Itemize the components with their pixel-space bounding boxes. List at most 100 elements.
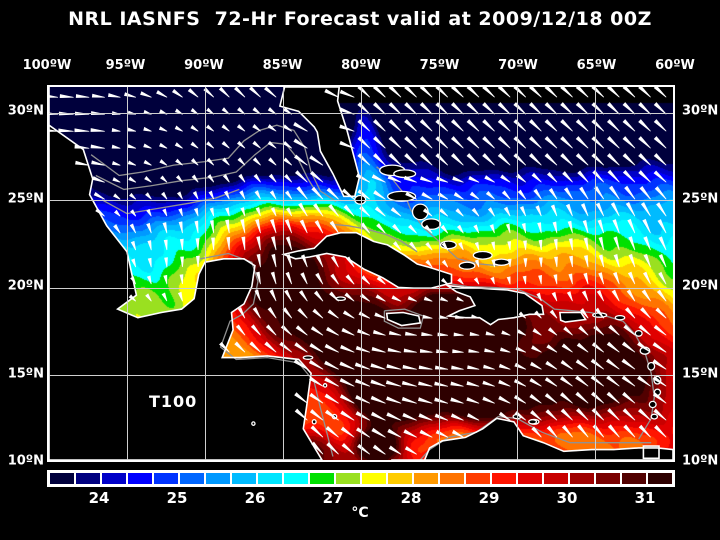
current-vector: [375, 294, 386, 302]
current-vector: [221, 124, 230, 132]
current-vector: [225, 219, 230, 234]
colorbar-swatch-7: [231, 472, 257, 485]
current-vector: [374, 312, 386, 319]
current-vector: [497, 102, 511, 115]
current-vector: [560, 87, 573, 98]
current-vector: [497, 136, 511, 149]
current-vector: [311, 441, 324, 455]
current-vector: [656, 202, 667, 217]
current-vector: [75, 94, 90, 98]
current-vector: [523, 258, 528, 268]
current-vector: [129, 223, 137, 234]
lat-label-right-30n: 30ºN: [682, 103, 719, 119]
current-vector: [545, 360, 558, 370]
island-8: [492, 258, 510, 266]
lat-label-left-30n: 30ºN: [7, 103, 44, 119]
current-vector: [568, 273, 573, 285]
current-vector: [342, 310, 355, 319]
current-vector: [538, 257, 543, 268]
colorbar[interactable]: [47, 470, 675, 487]
current-vector: [127, 144, 137, 149]
current-vector: [473, 224, 480, 234]
current-vector: [180, 256, 184, 268]
coastline-cuba: [281, 231, 453, 289]
current-vector: [655, 307, 667, 319]
current-vector: [372, 136, 386, 149]
current-vector: [440, 224, 449, 234]
current-vector: [450, 136, 464, 149]
current-vector: [513, 87, 527, 98]
current-vector: [530, 410, 542, 421]
current-vector: [241, 236, 246, 251]
current-vector: [528, 102, 542, 115]
current-vector: [357, 153, 371, 166]
coastline-puertorico: [559, 311, 587, 323]
current-vector: [561, 424, 573, 438]
current-vector: [419, 87, 433, 98]
colorbar-swatch-21: [595, 472, 621, 485]
coastline-jamaica: [385, 311, 422, 327]
current-vector: [590, 375, 605, 387]
colorbar-swatch-19: [543, 472, 569, 485]
current-vector: [326, 326, 339, 336]
current-vector: [175, 174, 183, 183]
current-vector: [143, 143, 152, 149]
current-vector: [162, 208, 168, 217]
current-vector: [613, 254, 620, 268]
current-vector: [598, 236, 605, 251]
colorbar-swatch-2: [101, 472, 127, 485]
island-4: [421, 218, 442, 230]
current-vector: [452, 176, 464, 183]
current-vector: [143, 159, 152, 166]
current-vector: [544, 377, 558, 387]
current-vector: [536, 292, 542, 302]
current-vector: [297, 307, 308, 319]
current-vector: [435, 87, 449, 98]
current-vector: [255, 271, 261, 285]
current-vector: [466, 153, 480, 166]
current-vector: [163, 274, 168, 285]
colorbar-swatch-22: [621, 472, 647, 485]
current-vector: [357, 87, 371, 98]
sst-map[interactable]: T100: [47, 85, 675, 462]
island-23: [311, 419, 317, 425]
current-vector: [309, 343, 324, 353]
current-vector: [256, 253, 261, 268]
colorbar-swatch-20: [569, 472, 595, 485]
current-vector: [450, 397, 464, 404]
current-vector: [283, 107, 293, 115]
current-vector: [404, 446, 417, 455]
current-vector: [203, 87, 215, 98]
current-vector: [91, 93, 105, 98]
current-vector: [482, 119, 495, 132]
current-vector: [147, 240, 152, 251]
current-vector: [324, 360, 339, 370]
current-vector: [652, 359, 667, 370]
current-vector: [263, 87, 277, 98]
current-vector: [466, 136, 480, 149]
lat-label-left-25n: 25ºN: [7, 191, 44, 207]
lon-label-85w: 85ºW: [262, 58, 303, 73]
current-vector: [517, 189, 527, 200]
current-vector: [484, 175, 495, 183]
current-vector: [642, 218, 651, 234]
current-vector: [622, 408, 636, 421]
current-vector: [606, 341, 620, 353]
gridline-25n: [49, 200, 673, 201]
map-clip: T100: [49, 87, 673, 460]
current-vector: [498, 411, 511, 421]
current-vector: [315, 255, 324, 268]
current-vector: [234, 341, 246, 353]
current-vector: [595, 307, 605, 319]
current-vector: [329, 291, 339, 302]
current-vector: [482, 136, 495, 149]
current-vector: [653, 87, 667, 98]
current-vector: [544, 136, 558, 149]
current-vector: [371, 346, 386, 353]
current-vector: [612, 219, 620, 234]
current-vector: [313, 203, 324, 217]
gridline-65w: [595, 87, 596, 460]
current-vector: [404, 87, 417, 98]
current-vector: [499, 347, 511, 353]
current-vector: [497, 153, 511, 166]
